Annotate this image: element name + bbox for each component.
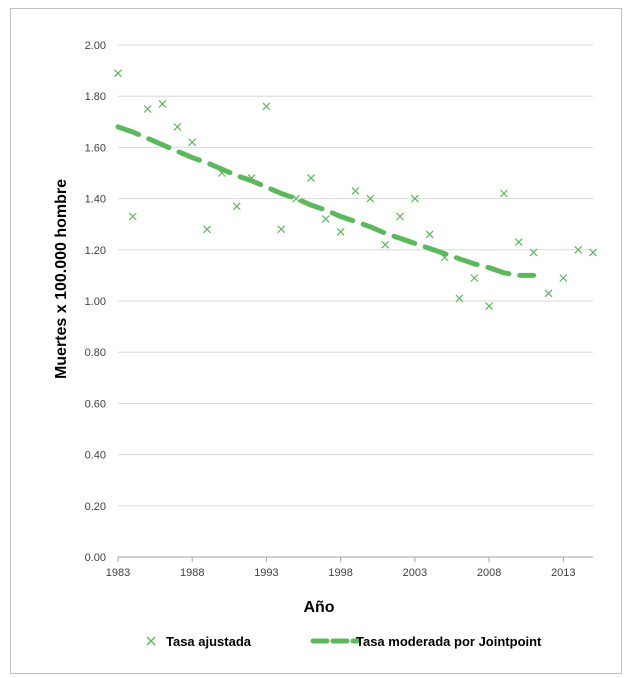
- data-point-x-marker: [336, 227, 345, 236]
- legend-item-tasa-moderada: Tasa moderada por Jointpoint: [310, 634, 542, 649]
- x-tick-label: 2003: [403, 567, 427, 579]
- tick-layer: 0.00 0.20 0.40 0.60 0.80 1.00 1.20 1.40 1.60 1.80…: [85, 40, 576, 579]
- x-tick-label: 1988: [180, 567, 204, 579]
- data-point-x-marker: [114, 69, 122, 78]
- legend-marker-x-icon: [146, 636, 156, 646]
- data-point-x-marker: [589, 248, 597, 257]
- x-tick-label: 2013: [551, 567, 575, 579]
- y-tick-label: 0.00: [85, 552, 106, 564]
- data-point-x-marker: [440, 253, 449, 262]
- data-point-x-marker: [529, 248, 538, 257]
- x-tick-label: 1998: [328, 567, 352, 579]
- y-tick-label: 0.20: [85, 501, 106, 513]
- data-point-x-marker: [217, 169, 226, 177]
- data-point-x-marker: [143, 105, 152, 113]
- grid-layer: [118, 44, 593, 558]
- legend-label-tasa-ajustada: Tasa ajustada: [166, 634, 252, 649]
- data-point-x-marker: [514, 238, 523, 247]
- legend-item-tasa-ajustada: Tasa ajustada: [146, 634, 252, 649]
- data-point-x-marker: [425, 230, 434, 239]
- y-tick-label: 0.60: [85, 398, 106, 410]
- y-tick-label: 1.20: [85, 245, 106, 257]
- data-point-x-marker: [381, 240, 390, 249]
- chart: 0.00 0.20 0.40 0.60 0.80 1.00 1.20 1.40 1.60 1.80…: [53, 40, 597, 649]
- axis-label-layer: Año Muertes x 100.000 hombre: [53, 179, 335, 616]
- y-tick-label: 1.00: [85, 296, 106, 308]
- x-axis-label: Año: [303, 599, 334, 616]
- trend-line-layer: [115, 124, 537, 278]
- data-point-x-marker: [455, 294, 464, 303]
- data-point-x-marker: [499, 189, 508, 198]
- data-point-x-marker: [158, 99, 167, 108]
- scatter-layer: [114, 69, 597, 311]
- data-point-x-marker: [574, 245, 583, 254]
- x-tick-label: 1993: [254, 567, 278, 579]
- y-tick-label: 0.80: [85, 347, 106, 359]
- y-tick-label: 1.40: [85, 194, 106, 206]
- data-point-x-marker: [559, 274, 568, 282]
- data-point-x-marker: [188, 138, 197, 147]
- x-tick-label: 1983: [106, 567, 130, 579]
- data-point-x-marker: [351, 186, 360, 195]
- data-point-x-marker: [366, 194, 375, 203]
- data-point-x-marker: [203, 225, 212, 234]
- data-point-x-marker: [307, 174, 315, 183]
- y-tick-label: 2.00: [85, 40, 106, 52]
- data-point-x-marker: [128, 212, 137, 221]
- data-point-x-marker: [544, 289, 553, 298]
- data-point-x-marker: [292, 194, 301, 203]
- data-point-x-marker: [173, 122, 182, 131]
- data-point-x-marker: [262, 102, 271, 111]
- x-tick-label: 2008: [477, 567, 501, 579]
- data-point-x-marker: [277, 225, 286, 234]
- y-tick-label: 1.80: [85, 91, 106, 103]
- data-point-x-marker: [470, 274, 479, 282]
- data-point-x-marker: [485, 302, 494, 311]
- chart-frame: 0.00 0.20 0.40 0.60 0.80 1.00 1.20 1.40 1.60 1.80…: [10, 8, 622, 674]
- data-point-x-marker: [232, 202, 241, 211]
- data-point-x-marker: [396, 212, 404, 221]
- data-point-x-marker: [321, 215, 330, 224]
- data-point-x-marker: [410, 194, 419, 203]
- y-axis-label: Muertes x 100.000 hombre: [53, 179, 70, 379]
- y-tick-label: 0.40: [85, 450, 106, 462]
- data-point-x-marker: [247, 174, 256, 183]
- y-tick-label: 1.60: [85, 142, 106, 154]
- legend-label-tasa-moderada: Tasa moderada por Jointpoint: [356, 634, 542, 649]
- legend: Tasa ajustada Tasa moderada por Jointpoi…: [146, 634, 542, 649]
- trend-line-jointpoint: [115, 124, 537, 278]
